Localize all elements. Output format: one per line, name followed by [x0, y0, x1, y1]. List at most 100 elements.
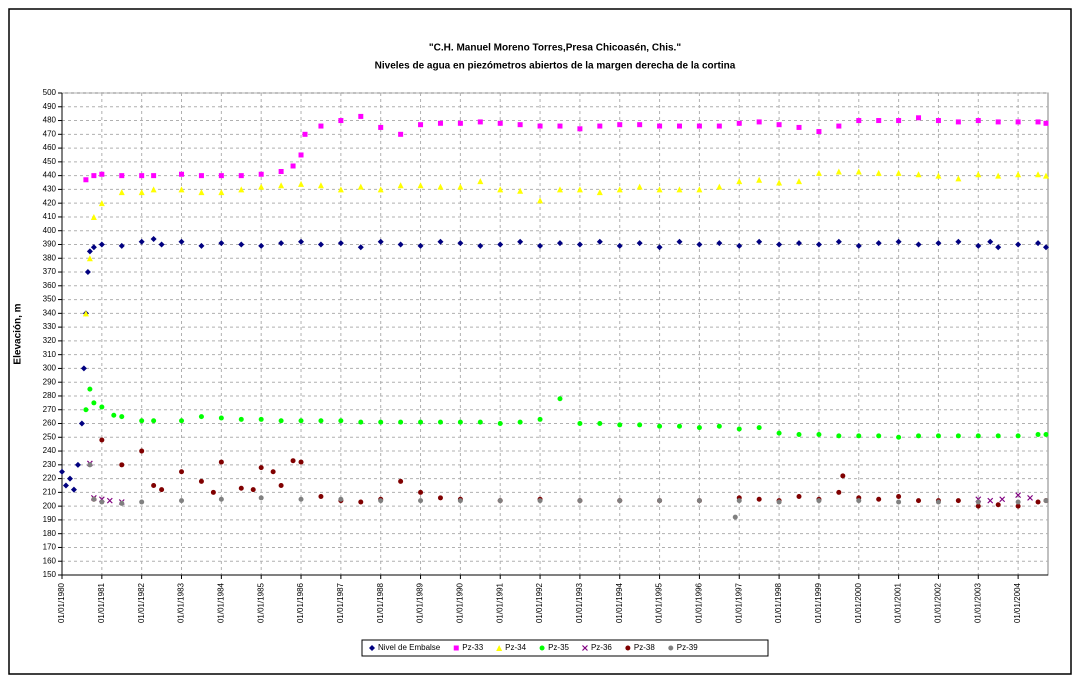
marker: [78, 420, 85, 427]
marker: [995, 433, 1001, 439]
marker: [477, 419, 483, 425]
x-tick-label: 01/01/1992: [535, 582, 544, 623]
legend-label: Pz-36: [591, 643, 612, 652]
marker: [178, 238, 185, 245]
marker: [1015, 241, 1022, 248]
y-tick-label: 440: [43, 171, 57, 180]
marker: [139, 499, 145, 505]
marker: [657, 423, 663, 429]
marker: [1043, 498, 1049, 504]
marker: [656, 244, 663, 251]
marker: [915, 241, 922, 248]
marker: [290, 458, 296, 464]
y-tick-label: 410: [43, 212, 57, 221]
marker: [815, 241, 822, 248]
x-tick-label: 01/01/2001: [894, 582, 903, 623]
marker: [218, 459, 224, 465]
y-tick-label: 220: [43, 474, 57, 483]
y-tick-label: 420: [43, 198, 57, 207]
marker: [895, 238, 902, 245]
marker: [895, 169, 902, 176]
marker: [995, 502, 1001, 508]
y-tick-label: 230: [43, 460, 57, 469]
x-tick-label: 01/01/1983: [177, 582, 186, 623]
marker: [178, 186, 185, 193]
y-tick-label: 290: [43, 377, 57, 386]
marker: [987, 497, 994, 504]
marker: [625, 645, 631, 651]
marker: [198, 242, 205, 249]
marker: [369, 645, 375, 651]
y-tick-label: 370: [43, 267, 57, 276]
marker: [716, 123, 722, 129]
x-tick-label: 01/01/1990: [455, 582, 464, 623]
marker: [150, 235, 157, 242]
marker: [139, 173, 145, 179]
marker: [91, 173, 97, 179]
y-tick-label: 430: [43, 185, 57, 194]
marker: [995, 244, 1002, 251]
x-tick-label: 01/01/1997: [734, 582, 743, 623]
x-tick-label: 01/01/1996: [695, 582, 704, 623]
x-tick-label: 01/01/2002: [934, 582, 943, 623]
legend-label: Pz-34: [505, 643, 526, 652]
marker: [457, 183, 464, 190]
marker: [457, 498, 463, 504]
marker: [496, 645, 503, 651]
marker: [497, 241, 504, 248]
marker: [238, 241, 245, 248]
marker: [776, 499, 782, 505]
x-tick-label: 01/01/1985: [256, 582, 265, 623]
marker: [418, 122, 424, 128]
y-tick-label: 360: [43, 281, 57, 290]
marker: [736, 498, 742, 504]
legend-label: Pz-38: [634, 643, 655, 652]
marker: [98, 241, 105, 248]
marker: [298, 152, 304, 158]
marker: [935, 118, 941, 124]
marker: [453, 645, 459, 651]
marker: [270, 469, 276, 475]
marker: [358, 113, 364, 119]
marker: [855, 168, 862, 175]
marker: [517, 122, 523, 128]
marker: [99, 437, 105, 443]
marker: [119, 173, 125, 179]
marker: [796, 432, 802, 438]
marker: [975, 242, 982, 249]
marker: [318, 418, 324, 424]
marker: [1015, 503, 1021, 509]
marker: [317, 241, 324, 248]
legend-box: [361, 639, 769, 657]
marker: [357, 183, 364, 190]
marker: [1035, 119, 1041, 125]
marker: [875, 169, 882, 176]
marker: [151, 173, 157, 179]
marker: [278, 182, 285, 189]
marker: [756, 425, 762, 431]
y-tick-label: 270: [43, 405, 57, 414]
x-tick-label: 01/01/1984: [216, 582, 225, 623]
marker: [477, 242, 484, 249]
marker: [582, 645, 588, 651]
y-tick-label: 150: [43, 570, 57, 579]
marker: [835, 238, 842, 245]
marker: [716, 240, 723, 247]
marker: [118, 242, 125, 249]
marker: [378, 124, 384, 130]
marker: [437, 238, 444, 245]
marker: [896, 118, 902, 124]
marker: [955, 238, 962, 245]
marker: [159, 487, 165, 493]
marker: [696, 425, 702, 431]
marker: [457, 240, 464, 247]
marker: [636, 240, 643, 247]
marker: [1015, 171, 1022, 178]
marker: [179, 498, 185, 504]
marker: [896, 499, 902, 505]
marker: [238, 186, 245, 193]
marker: [855, 242, 862, 249]
marker: [736, 178, 743, 185]
marker: [716, 183, 723, 190]
